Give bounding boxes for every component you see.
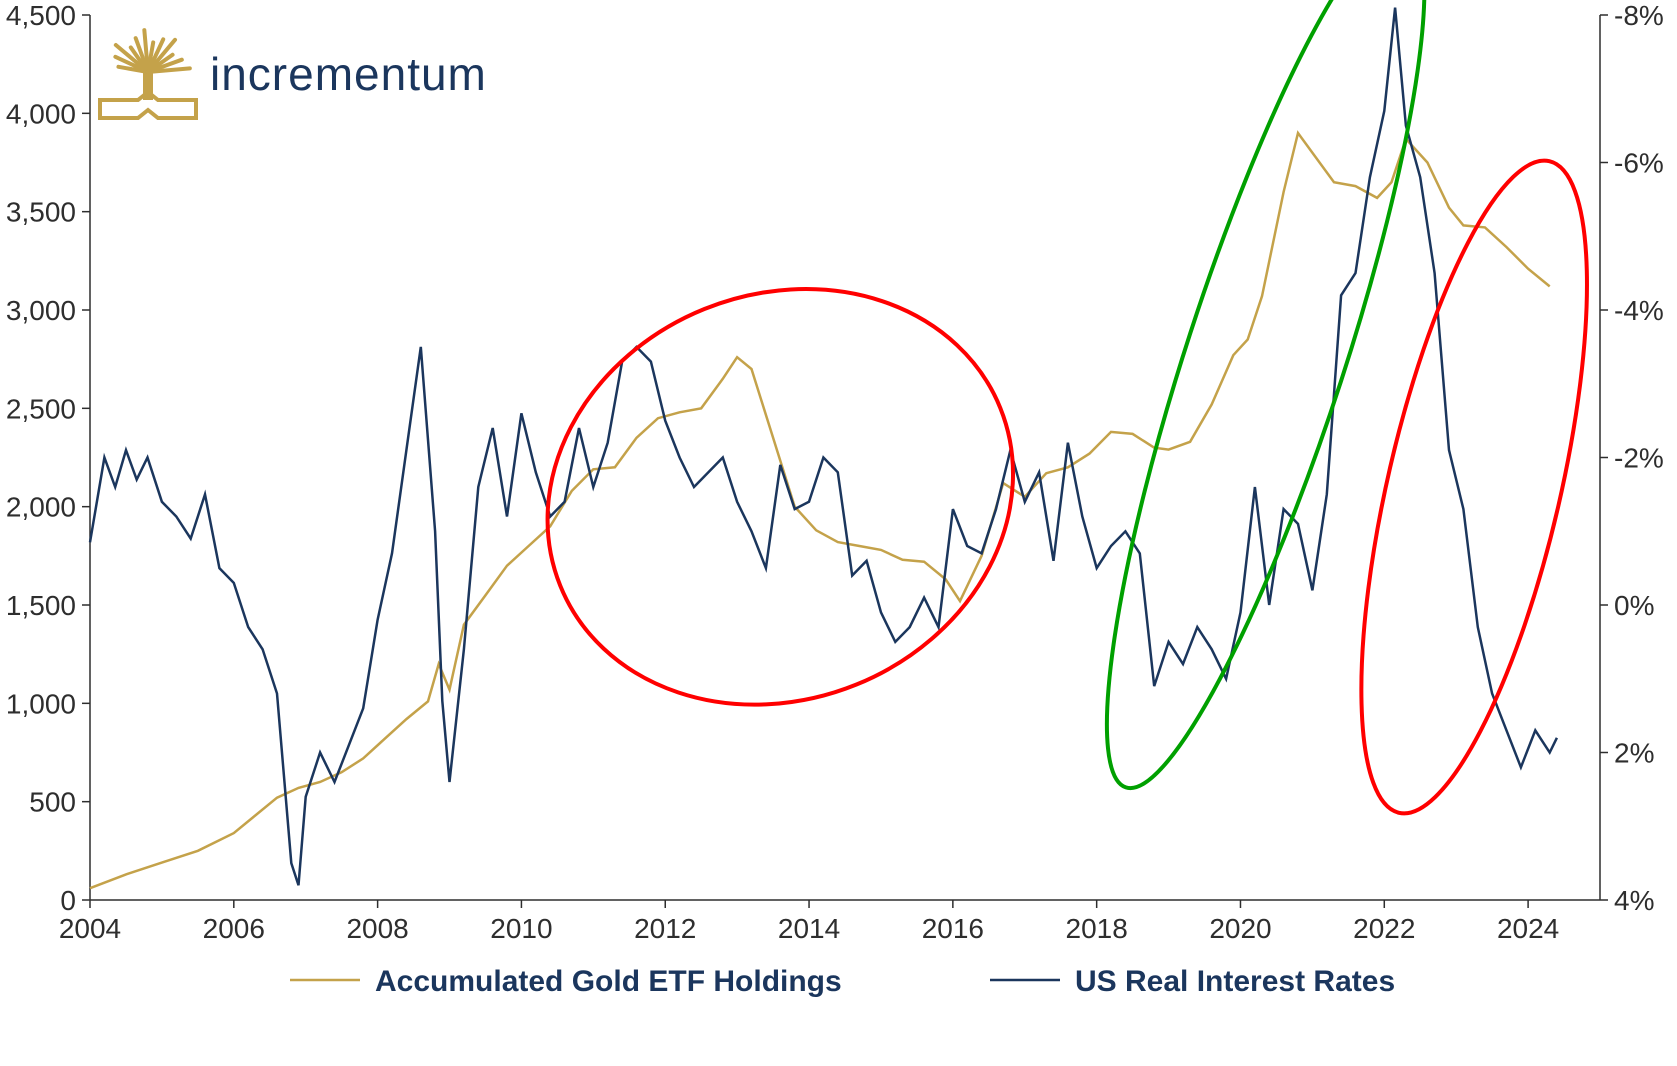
y-right-tick-label: -8%	[1614, 0, 1664, 31]
x-tick-label: 2004	[59, 913, 121, 944]
x-tick-label: 2024	[1497, 913, 1559, 944]
y-left-tick-label: 3,000	[6, 295, 76, 326]
y-left-tick-label: 500	[29, 787, 76, 818]
x-tick-label: 2008	[346, 913, 408, 944]
x-tick-label: 2010	[490, 913, 552, 944]
legend-label-1: US Real Interest Rates	[1075, 965, 1395, 998]
brand-trunk-icon	[143, 70, 153, 100]
y-right-tick-label: -6%	[1614, 148, 1664, 179]
chart-svg: 0 500 1,000 1,500 2,000 2,500 3,000 3,500 4,000 4…	[0, 0, 1677, 1066]
y-right-tick-label: 4%	[1614, 885, 1654, 916]
y-right-tick-label: 0%	[1614, 590, 1654, 621]
chart-container: 0 500 1,000 1,500 2,000 2,500 3,000 3,500 4,000 4…	[0, 0, 1677, 1066]
x-tick-label: 2022	[1353, 913, 1415, 944]
legend-label-0: Accumulated Gold ETF Holdings	[375, 965, 842, 998]
y-right-tick-label: 2%	[1614, 738, 1654, 769]
x-tick-label: 2016	[922, 913, 984, 944]
y-right-tick-label: -2%	[1614, 443, 1664, 474]
y-left-tick-label: 1,000	[6, 688, 76, 719]
y-right-tick-label: -4%	[1614, 295, 1664, 326]
y-left-tick-label: 3,500	[6, 197, 76, 228]
x-tick-label: 2012	[634, 913, 696, 944]
y-left-tick-label: 1,500	[6, 590, 76, 621]
x-tick-label: 2014	[778, 913, 840, 944]
y-left-tick-label: 0	[60, 885, 76, 916]
y-left-tick-label: 4,000	[6, 98, 76, 129]
y-left-tick-label: 4,500	[6, 0, 76, 31]
x-tick-label: 2006	[203, 913, 265, 944]
brand-text: incrementum	[210, 48, 487, 100]
x-tick-label: 2018	[1066, 913, 1128, 944]
x-tick-label: 2020	[1209, 913, 1271, 944]
y-left-tick-label: 2,500	[6, 393, 76, 424]
y-left-tick-label: 2,000	[6, 492, 76, 523]
